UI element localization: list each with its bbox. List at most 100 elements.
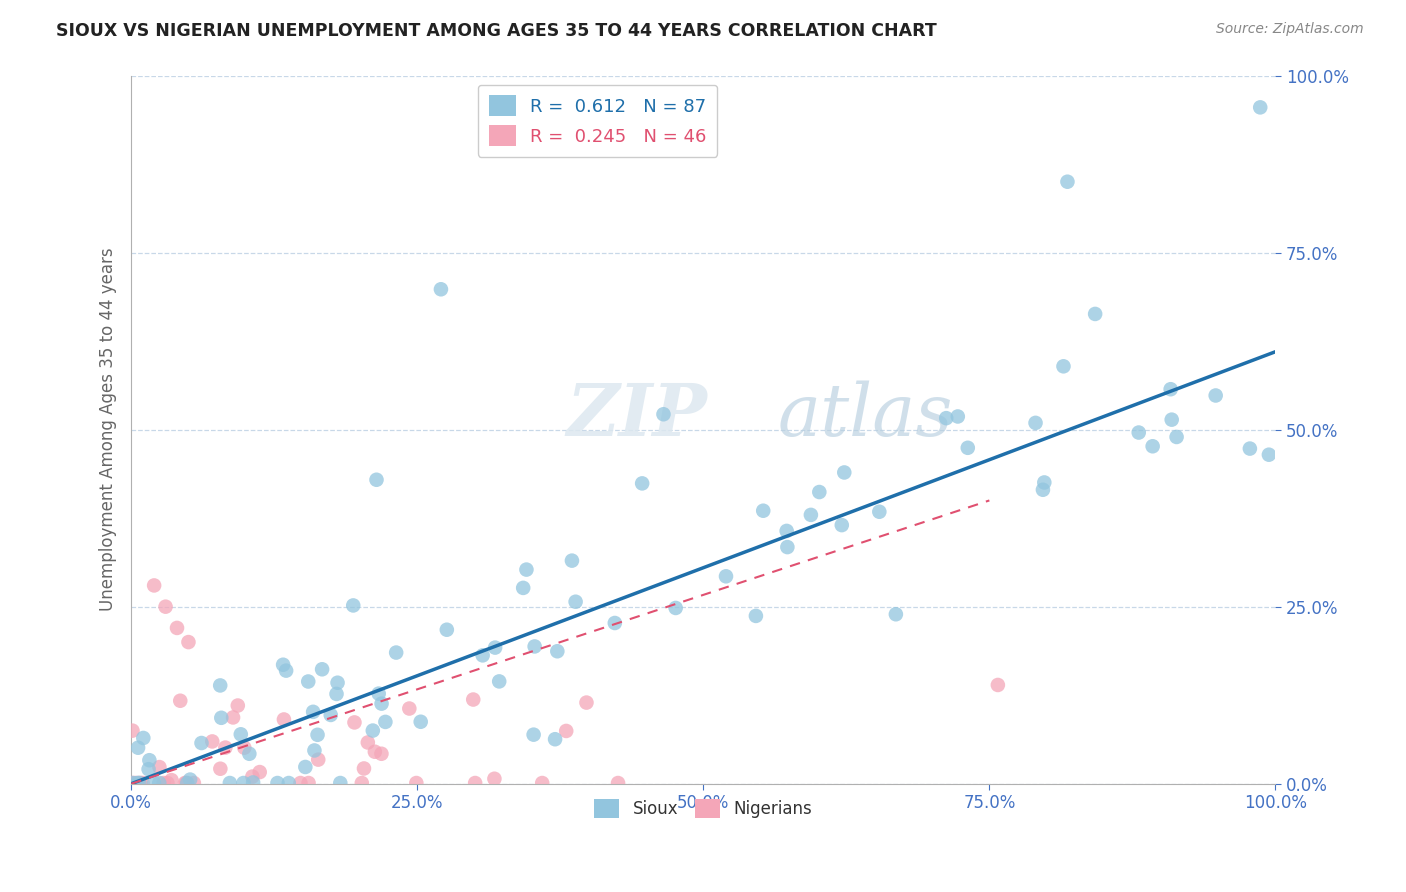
Text: SIOUX VS NIGERIAN UNEMPLOYMENT AMONG AGES 35 TO 44 YEARS CORRELATION CHART: SIOUX VS NIGERIAN UNEMPLOYMENT AMONG AGE… [56,22,936,40]
Point [631,476,654,491]
Point [370,697,392,711]
Point [884,607,907,622]
Point [1084,307,1107,321]
Point [1205,388,1227,402]
Point [201,734,224,748]
Point [385,646,408,660]
Point [214,740,236,755]
Point [405,776,427,790]
Point [233,740,256,755]
Point [523,728,546,742]
Point [546,644,568,658]
Point [297,674,319,689]
Point [464,776,486,790]
Point [531,776,554,790]
Point [138,753,160,767]
Point [374,714,396,729]
Point [652,407,675,421]
Point [325,687,347,701]
Y-axis label: Unemployment Among Ages 35 to 44 years: Unemployment Among Ages 35 to 44 years [100,248,117,611]
Point [776,524,799,538]
Point [1032,483,1054,497]
Point [273,713,295,727]
Text: ZIP: ZIP [567,380,707,451]
Point [946,409,969,424]
Point [152,776,174,790]
Point [148,776,170,790]
Point [128,776,150,790]
Point [128,776,150,790]
Point [326,675,349,690]
Point [832,466,855,480]
Point [160,773,183,788]
Point [218,776,240,790]
Point [121,723,143,738]
Point [226,698,249,713]
Point [229,727,252,741]
Point [190,736,212,750]
Point [1166,430,1188,444]
Point [209,762,232,776]
Point [430,282,453,296]
Point [177,635,200,649]
Point [935,411,957,425]
Point [398,701,420,715]
Point [342,599,364,613]
Point [484,640,506,655]
Point [124,776,146,790]
Point [575,696,598,710]
Point [121,776,143,790]
Point [174,776,197,790]
Point [515,563,537,577]
Point [471,648,494,663]
Point [271,657,294,672]
Point [831,518,853,533]
Point [343,715,366,730]
Point [329,776,352,790]
Point [463,692,485,706]
Text: atlas: atlas [778,380,953,450]
Point [121,776,143,790]
Point [174,776,197,790]
Point [319,707,342,722]
Point [143,578,166,592]
Point [776,540,799,554]
Point [1249,100,1271,114]
Point [304,743,326,757]
Point [436,623,458,637]
Point [311,662,333,676]
Point [242,770,264,784]
Point [138,762,160,776]
Point [156,776,179,790]
Point [129,776,152,790]
Point [307,728,329,742]
Point [232,776,254,790]
Point [238,747,260,761]
Point [353,762,375,776]
Point [488,674,510,689]
Point [183,776,205,790]
Point [1160,382,1182,396]
Point [1052,359,1074,374]
Point [357,735,380,749]
Point [307,753,329,767]
Point [956,441,979,455]
Point [276,664,298,678]
Point [242,775,264,789]
Point [1128,425,1150,440]
Point [297,776,319,790]
Point [512,581,534,595]
Point [277,776,299,790]
Point [364,745,387,759]
Point [366,473,388,487]
Point [249,765,271,780]
Point [131,776,153,790]
Point [607,776,630,790]
Point [166,621,188,635]
Point [1160,412,1182,426]
Point [370,747,392,761]
Point [169,694,191,708]
Point [800,508,823,522]
Point [1257,448,1279,462]
Point [127,776,149,790]
